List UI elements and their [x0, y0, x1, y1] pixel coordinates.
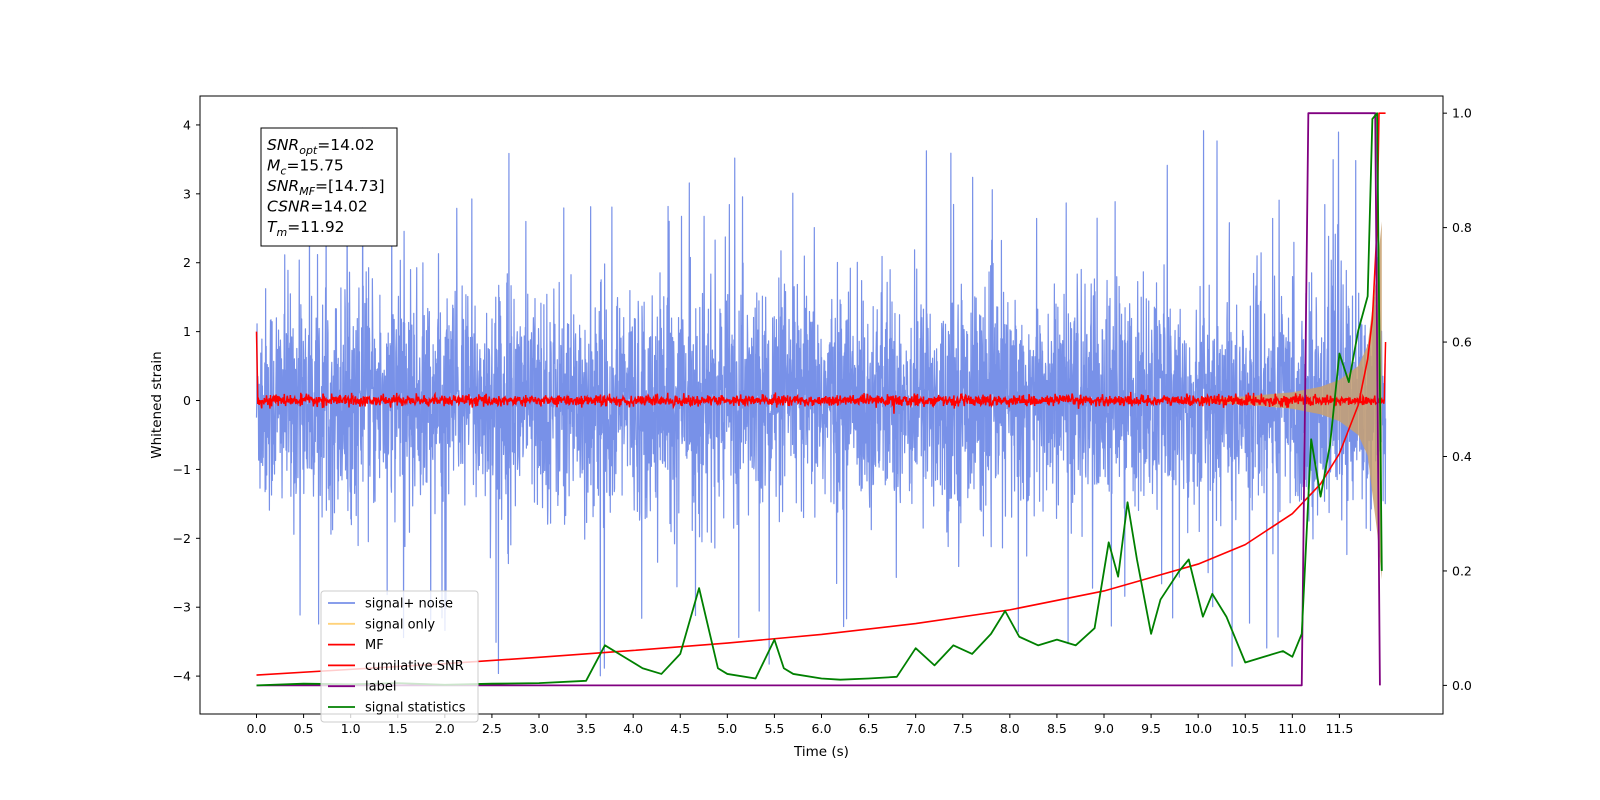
y-tick-label: −1 — [173, 462, 191, 477]
x-tick-label: 9.0 — [1094, 721, 1114, 736]
y-tick-label: −2 — [173, 531, 191, 546]
annotation-box: SNRopt=14.02Mc=15.75SNRMF=[14.73]CSNR=14… — [260, 127, 398, 247]
x-tick-label: 0.0 — [247, 721, 267, 736]
y2-tick-label: 0.8 — [1452, 220, 1472, 235]
legend-label: cumilative SNR — [365, 659, 464, 674]
x-tick-label: 7.0 — [906, 721, 926, 736]
annotation-line: Tm=11.92 — [267, 218, 345, 239]
x-tick-label: 9.5 — [1141, 721, 1161, 736]
x-tick-label: 11.0 — [1278, 721, 1306, 736]
x-tick-label: 2.0 — [435, 721, 455, 736]
y-tick-label: −3 — [173, 600, 191, 615]
legend: signal+ noise signal only MF cumilative SNR… — [320, 590, 479, 723]
annotation-line: CSNR=14.02 — [267, 198, 368, 216]
y-axis-label: Whitened strain — [149, 351, 165, 458]
x-tick-label: 3.0 — [529, 721, 549, 736]
x-tick-label: 8.0 — [1000, 721, 1020, 736]
legend-label: MF — [365, 638, 384, 653]
x-tick-label: 10.5 — [1231, 721, 1259, 736]
x-tick-label: 11.5 — [1325, 721, 1353, 736]
y2-tick-label: 1.0 — [1452, 106, 1472, 121]
y2-tick-label: 0.4 — [1452, 449, 1472, 464]
axes-layer: 0.0 0.5 1.0 1.5 2.0 2.5 3.0 3.5 4.0 4.5 5.0 5.5 6.0 6… — [149, 95, 1472, 760]
x-axis-label: Time (s) — [793, 744, 849, 760]
x-tick-label: 8.5 — [1047, 721, 1067, 736]
annotation-line: SNRMF=[14.73] — [267, 177, 385, 198]
legend-label: signal+ noise — [365, 597, 453, 612]
y2-tick-label: 0.6 — [1452, 335, 1472, 350]
x-tick-label: 5.5 — [764, 721, 784, 736]
x-tick-label: 10.0 — [1184, 721, 1212, 736]
legend-frame — [320, 590, 479, 723]
annotation-line: Mc=15.75 — [267, 157, 344, 178]
annotation-line: SNRopt=14.02 — [267, 136, 375, 157]
y-tick-label: 3 — [183, 186, 191, 201]
y2-tick-label: 0.0 — [1452, 678, 1472, 693]
x-tick-label: 6.0 — [812, 721, 832, 736]
cumulative-snr-line — [256, 112, 1386, 676]
x-tick-label: 2.5 — [482, 721, 502, 736]
legend-label: label — [365, 680, 396, 695]
y-tick-label: 2 — [183, 255, 191, 270]
x-tick-label: 4.5 — [670, 721, 690, 736]
signal-noise-line — [255, 127, 1387, 677]
x-tick-label: 1.0 — [341, 721, 361, 736]
y-tick-label: 0 — [183, 393, 191, 408]
label-line — [256, 112, 1381, 687]
noise-series-layer — [255, 127, 1387, 677]
mf-line — [255, 331, 1387, 414]
legend-label: signal only — [365, 617, 435, 632]
y2-tick-label: 0.2 — [1452, 563, 1472, 578]
y-tick-label: 1 — [183, 324, 191, 339]
plot-area — [255, 112, 1387, 687]
y-tick-label: 4 — [183, 117, 191, 132]
x-tick-label: 5.0 — [717, 721, 737, 736]
mf-series-layer — [255, 331, 1387, 414]
x-tick-label: 6.5 — [859, 721, 879, 736]
x-tick-label: 0.5 — [294, 721, 314, 736]
right-axis-series-layer — [256, 112, 1386, 687]
x-tick-label: 1.5 — [388, 721, 408, 736]
annotation-frame — [260, 127, 398, 247]
legend-label: signal statistics — [365, 701, 466, 716]
x-tick-label: 7.5 — [953, 721, 973, 736]
x-tick-label: 3.5 — [576, 721, 596, 736]
signal-statistics-line — [256, 112, 1383, 687]
x-tick-label: 4.0 — [623, 721, 643, 736]
y-tick-label: −4 — [173, 669, 191, 684]
